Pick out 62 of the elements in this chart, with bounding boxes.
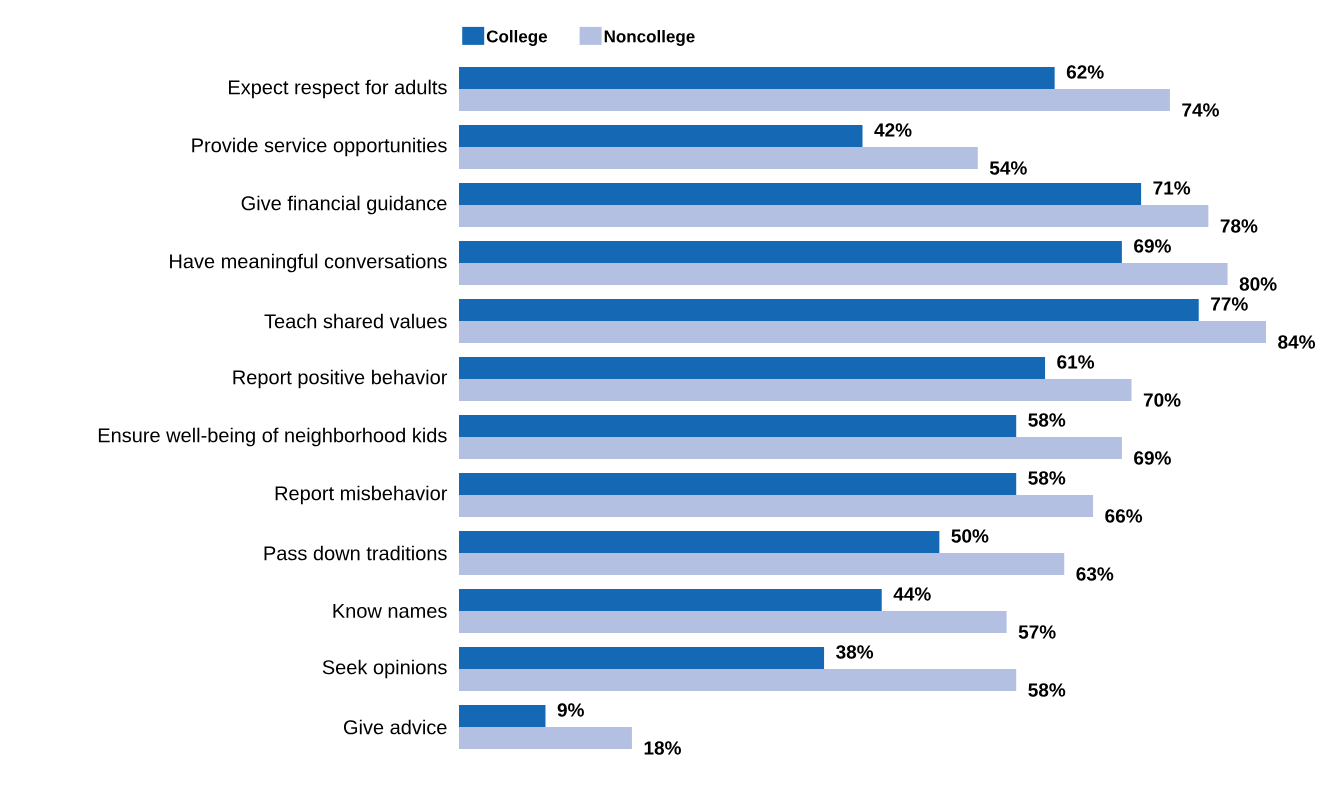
data-label: 62% xyxy=(1066,65,1104,79)
bar xyxy=(459,205,1209,227)
bar xyxy=(459,726,632,749)
data-label: 54% xyxy=(989,161,1027,175)
data-label: 70% xyxy=(1143,393,1181,407)
data-label: 38% xyxy=(836,645,874,659)
bar xyxy=(459,668,1017,691)
bar xyxy=(459,125,863,147)
data-label: 84% xyxy=(1278,335,1316,349)
y-tick-label: Ensure well-being of neighborhood kids xyxy=(98,427,447,447)
bar xyxy=(459,530,940,553)
bar xyxy=(459,147,978,169)
data-label: 69% xyxy=(1134,239,1171,253)
y-tick-label: Know names xyxy=(333,604,447,618)
legend-label: College xyxy=(486,29,548,46)
bar xyxy=(459,552,1065,575)
y-tick-label: Report misbehavior xyxy=(275,485,448,505)
bar xyxy=(459,646,825,669)
bar xyxy=(459,494,1094,517)
bar xyxy=(459,415,1017,437)
data-label: 71% xyxy=(1153,181,1191,195)
bar xyxy=(459,472,1017,495)
y-tick-label: Seek opinions xyxy=(322,659,447,679)
data-label: 42% xyxy=(874,123,912,137)
y-tick-label: Teach shared values xyxy=(264,313,447,329)
bar xyxy=(459,704,546,727)
bar xyxy=(459,357,1046,379)
bar xyxy=(459,378,1132,401)
data-label: 57% xyxy=(1018,625,1056,639)
data-label: 80% xyxy=(1239,277,1277,291)
bar xyxy=(459,67,1055,89)
bar xyxy=(459,298,1199,321)
data-label: 77% xyxy=(1211,297,1248,311)
data-label: 69% xyxy=(1134,451,1171,465)
y-tick-label: Pass down traditions xyxy=(264,545,447,561)
bar xyxy=(459,437,1122,459)
bar xyxy=(459,610,1007,633)
bar xyxy=(459,88,1170,111)
bar xyxy=(459,241,1122,263)
bar xyxy=(459,320,1266,343)
data-label: 9% xyxy=(557,703,584,717)
y-tick-label: Provide service opportunities xyxy=(192,137,447,157)
data-label: 66% xyxy=(1105,509,1143,523)
legend-label: Noncollege xyxy=(604,29,695,46)
bar xyxy=(459,588,882,611)
data-label: 74% xyxy=(1182,103,1219,117)
y-tick-label: Give financial guidance xyxy=(241,195,447,215)
y-tick-label: Give advice xyxy=(343,719,447,735)
data-label: 78% xyxy=(1220,219,1258,233)
data-label: 58% xyxy=(1028,683,1066,697)
data-label: 61% xyxy=(1057,355,1095,369)
data-label: 58% xyxy=(1028,413,1066,427)
y-tick-label: Have meaningful conversations xyxy=(170,253,447,273)
data-label: 18% xyxy=(644,741,681,755)
data-label: 63% xyxy=(1076,567,1114,581)
data-label: 44% xyxy=(893,587,931,601)
data-label: 58% xyxy=(1028,471,1066,485)
y-tick-label: Expect respect for adults xyxy=(229,79,447,99)
data-label: 50% xyxy=(951,529,989,543)
bar xyxy=(459,263,1228,285)
bar xyxy=(459,183,1142,205)
y-tick-label: Report positive behavior xyxy=(233,369,448,389)
